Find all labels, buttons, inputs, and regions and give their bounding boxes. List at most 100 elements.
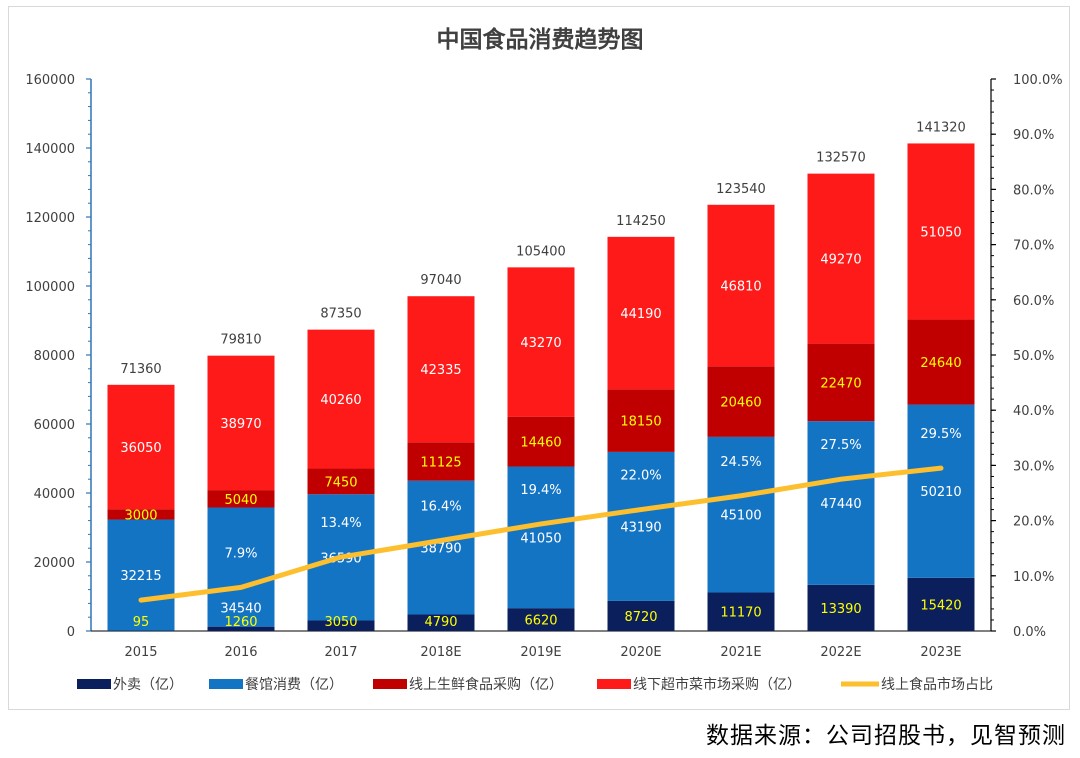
bar-value-label: 36050 [120, 441, 161, 456]
bar-value-label: 3050 [324, 615, 357, 630]
bar-value-label: 42335 [420, 363, 461, 378]
bar-total-label: 97040 [420, 273, 461, 288]
x-tick-label: 2022E [820, 645, 861, 660]
x-tick-label: 2017 [324, 645, 357, 660]
chart-title: 中国食品消费趋势图 [437, 26, 644, 53]
bar-segment [607, 600, 675, 631]
y-tick-label: 40000 [34, 487, 75, 502]
bar-segment [107, 509, 175, 520]
bar-segment [607, 236, 675, 390]
y-tick-label: 20000 [34, 556, 75, 571]
legend-label: 餐馆消费（亿） [245, 677, 343, 693]
y-tick-label: 60000 [34, 418, 75, 433]
bar-segment [607, 389, 675, 452]
y2-tick-label: 100.0% [1013, 73, 1063, 88]
bar-segment [107, 384, 175, 510]
bar-segment [807, 421, 875, 585]
bar-value-label: 15420 [920, 598, 961, 613]
bar-segment [907, 319, 975, 405]
bar-value-label: 20460 [720, 396, 761, 411]
bar-segment [207, 490, 275, 508]
x-tick-label: 2018E [420, 645, 461, 660]
bar-segment [707, 366, 775, 437]
legend-label: 线上生鲜食品采购（亿） [409, 676, 563, 693]
bar-value-label: 5040 [224, 493, 257, 508]
bar-value-label: 40260 [320, 393, 361, 408]
bar-value-label: 11170 [720, 606, 761, 621]
bar-value-label: 51050 [920, 226, 961, 241]
legend-swatch [597, 679, 631, 689]
bar-segment [807, 584, 875, 631]
bar-value-label: 18150 [620, 415, 661, 430]
bar-total-label: 141320 [916, 120, 966, 135]
bar-segment [407, 614, 475, 631]
chart-canvas: 中国食品消费趋势图 0 20000 40000 60000 80000 100000 1200… [25, 26, 1063, 693]
legend-swatch [209, 679, 243, 689]
bar-value-label: 22470 [820, 376, 861, 391]
bar-value-label: 43190 [620, 520, 661, 535]
bar-total-label: 114250 [616, 214, 666, 229]
bar-total-label: 105400 [516, 244, 566, 259]
bar-segment [207, 355, 275, 491]
share-line-label: 13.4% [320, 516, 361, 531]
bar-segment [507, 466, 575, 609]
bar-segment [407, 480, 475, 615]
bar-segment [107, 519, 175, 631]
legend-label: 线下超市菜市场采购（亿） [633, 676, 801, 693]
legend-swatch [77, 679, 111, 689]
y2-tick-label: 50.0% [1013, 349, 1054, 364]
bar-value-label: 95 [133, 615, 150, 630]
bar-segment [307, 468, 375, 495]
share-line [138, 465, 944, 603]
bar-segment [707, 436, 775, 593]
bar-total-label: 132570 [816, 151, 866, 166]
bar-value-label: 47440 [820, 497, 861, 512]
bar-segment [407, 442, 475, 481]
share-line-label: 7.9% [224, 546, 257, 561]
y2-tick-label: 20.0% [1013, 515, 1054, 530]
bar-segment [907, 143, 975, 320]
bar-value-label: 24640 [920, 356, 961, 371]
y-tick-label: 0 [67, 625, 75, 640]
bar-value-label: 6620 [524, 614, 557, 629]
bar-total-label: 123540 [716, 182, 766, 197]
share-line-label: 22.0% [620, 469, 661, 484]
bar-segment [207, 626, 275, 631]
bar-value-label: 41050 [520, 531, 561, 546]
x-tick-label: 2016 [224, 645, 257, 660]
bar-value-label: 32215 [120, 569, 161, 584]
y2-tick-label: 80.0% [1013, 183, 1054, 198]
bar-segment [307, 620, 375, 631]
bar-segment [707, 204, 775, 367]
share-line-label: 19.4% [520, 483, 561, 498]
legend-label: 外卖（亿） [113, 677, 183, 693]
y-tick-label: 140000 [25, 142, 75, 157]
bar-total-label: 71360 [120, 362, 161, 377]
bar-segment [507, 267, 575, 417]
y2-tick-label: 90.0% [1013, 128, 1054, 143]
y2-tick-label: 70.0% [1013, 239, 1054, 254]
bar-segment [607, 451, 675, 601]
bar-segment [307, 329, 375, 469]
bar-segment [707, 592, 775, 631]
bar-value-label: 1260 [224, 615, 257, 630]
x-tick-label: 2020E [620, 645, 661, 660]
y2-tick-label: 30.0% [1013, 459, 1054, 474]
bar-value-label: 8720 [624, 610, 657, 625]
x-tick-label: 2015 [124, 645, 157, 660]
bar-value-label: 45100 [720, 509, 761, 524]
x-tick-label: 2023E [920, 645, 961, 660]
bar-value-label: 34540 [220, 601, 261, 616]
y-tick-label: 120000 [25, 211, 75, 226]
bar-value-label: 7450 [324, 475, 357, 490]
bar-segment [907, 577, 975, 631]
bar-value-label: 14460 [520, 436, 561, 451]
share-line-label: 16.4% [420, 499, 461, 514]
bar-value-label: 13390 [820, 602, 861, 617]
bar-value-label: 46810 [720, 280, 761, 295]
bar-value-label: 44190 [620, 307, 661, 322]
share-line-label: 24.5% [720, 455, 761, 470]
y-tick-label: 160000 [25, 73, 75, 88]
bar-segment [807, 343, 875, 422]
bar-value-label: 38970 [220, 417, 261, 432]
